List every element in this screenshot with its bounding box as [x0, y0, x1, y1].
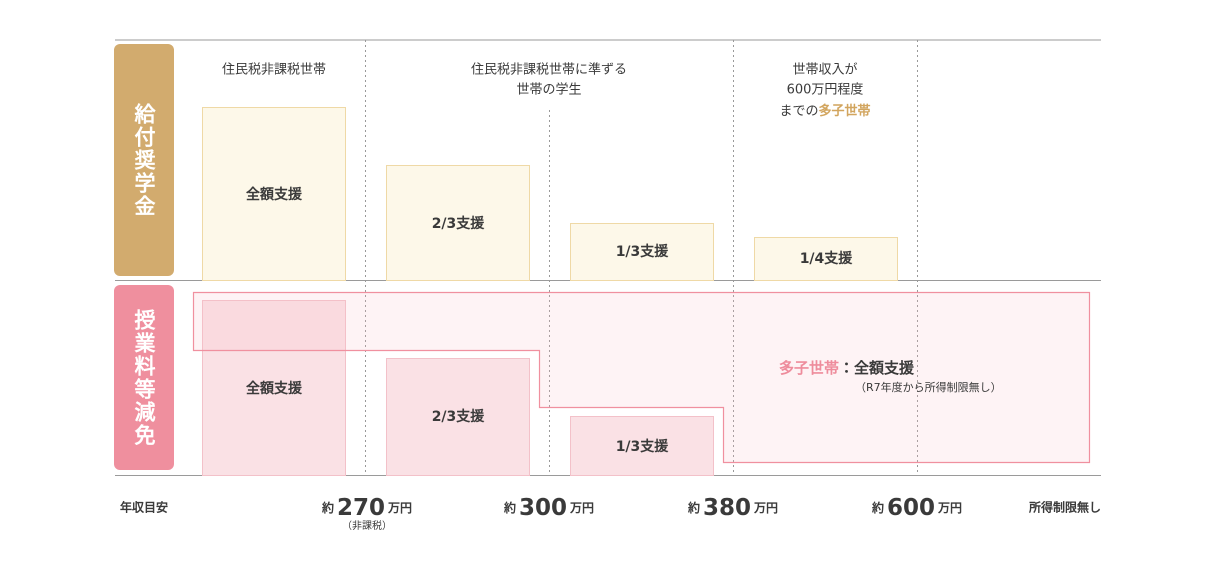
column-header: 住民税非課税世帯 [222, 63, 326, 78]
box-label: 2/3支援 [432, 215, 486, 232]
multi-child-area [192, 291, 1091, 464]
column-header: 住民税非課税世帯に準ずる [471, 62, 627, 78]
box-label: 2/3支援 [432, 408, 486, 425]
multi-child-highlight: 多子世帯 [779, 359, 839, 377]
mark-amount: 270 [337, 495, 385, 521]
mark-prefix: 約 [503, 500, 516, 515]
support-box [386, 165, 530, 281]
box-label: 全額支援 [246, 380, 303, 397]
axis-mark: 約 300 万円 [503, 495, 594, 521]
support-box [570, 416, 714, 476]
mark-note: （非課税） [342, 519, 392, 532]
mark-unit: 万円 [387, 501, 412, 515]
axis-end: 所得制限無し [1028, 500, 1101, 515]
mark-amount: 300 [519, 495, 567, 521]
column-header: 世帯の学生 [516, 82, 581, 98]
box-label: 1/3支援 [616, 243, 670, 260]
mark-prefix: 約 [321, 500, 334, 515]
mark-amount: 380 [703, 495, 751, 521]
multi-child-label: 多子世帯：全額支援 [779, 359, 915, 377]
support-box [754, 237, 898, 281]
axis-marks: 約 270 万円（非課税）約 300 万円約 380 万円約 600 万円 [321, 495, 962, 533]
box-label: 1/4支援 [800, 250, 854, 267]
mark-amount: 600 [887, 495, 935, 521]
tuition-boxes [202, 300, 714, 476]
multi-child-text: ：全額支援 [839, 359, 915, 377]
box-label: 全額支援 [246, 186, 303, 203]
column-header: 世帯収入が [792, 63, 857, 78]
mark-unit: 万円 [937, 501, 962, 515]
mark-prefix: 約 [687, 500, 700, 515]
mark-prefix: 約 [871, 500, 884, 515]
mark-unit: 万円 [569, 501, 594, 515]
scholarship-boxes [202, 107, 898, 281]
axis-mark: 約 380 万円 [687, 495, 778, 521]
support-box [570, 223, 714, 281]
support-box [386, 358, 530, 476]
mark-unit: 万円 [753, 501, 778, 515]
header-text: までの [779, 104, 818, 119]
multi-child-note: （R7年度から所得制限無し） [855, 380, 1002, 394]
column-header: までの多子世帯 [779, 103, 870, 119]
support-box [202, 107, 346, 281]
column-header: 600万円程度 [787, 82, 864, 98]
header-highlight: 多子世帯 [819, 103, 871, 119]
row-label: 授業料等減免 [114, 285, 174, 470]
axis-mark: 約 270 万円 [321, 495, 412, 521]
support-box [202, 300, 346, 476]
row-label: 給付奨学金 [114, 44, 174, 276]
axis-mark: 約 600 万円 [871, 495, 962, 521]
axis-label: 年収目安 [120, 500, 168, 515]
box-label: 1/3支援 [616, 438, 670, 455]
dividers [365, 40, 918, 475]
